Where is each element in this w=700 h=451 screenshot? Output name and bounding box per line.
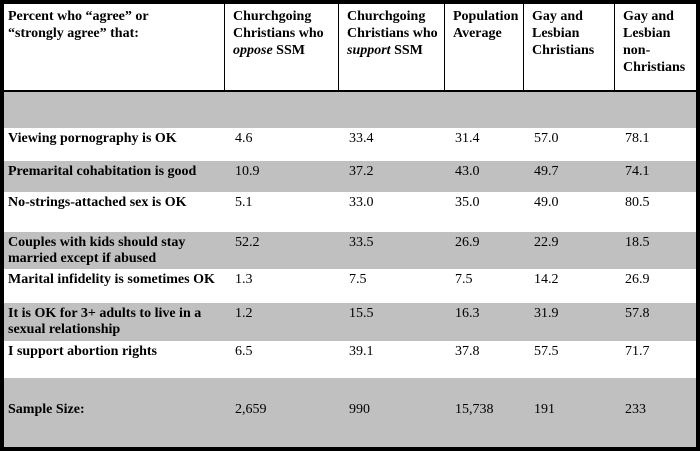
value-cell: 80.5: [625, 195, 650, 210]
table-row: Marital infidelity is sometimes OK 1.3 7…: [4, 269, 696, 303]
table-row: Couples with kids should stay married ex…: [4, 232, 696, 269]
sample-size-value: 2,659: [235, 402, 267, 417]
value-cell: 43.0: [455, 164, 480, 179]
table-row: No-strings-attached sex is OK 5.1 33.0 3…: [4, 192, 696, 232]
footer-spacer-band: [4, 368, 696, 378]
table-row: It is OK for 3+ adults to live in a sexu…: [4, 303, 696, 341]
value-cell: 74.1: [625, 164, 650, 179]
value-cell: 78.1: [625, 131, 650, 146]
value-cell: 33.4: [349, 131, 374, 146]
column-header-oppose-ssm: Churchgoing Christians who oppose SSM: [225, 4, 339, 90]
corner-header-text: Percent who “agree” or “strongly agree” …: [8, 9, 149, 41]
table-header-row: Percent who “agree” or “strongly agree” …: [4, 4, 696, 92]
value-cell: 33.0: [349, 195, 374, 210]
value-cell: 7.5: [455, 272, 473, 287]
row-label: Viewing pornography is OK: [8, 131, 177, 146]
row-label: No-strings-attached sex is OK: [8, 195, 187, 210]
row-label: Couples with kids should stay married ex…: [8, 235, 186, 266]
value-cell: 37.2: [349, 164, 374, 179]
row-label: It is OK for 3+ adults to live in a sexu…: [8, 306, 202, 337]
sample-size-value: 15,738: [455, 402, 494, 417]
value-cell: 49.0: [534, 195, 559, 210]
value-cell: 16.3: [455, 306, 480, 321]
value-cell: 7.5: [349, 272, 367, 287]
value-cell: 57.0: [534, 131, 559, 146]
column-header-support-ssm: Churchgoing Christians who support SSM: [339, 4, 445, 90]
value-cell: 4.6: [235, 131, 253, 146]
column-header-population-average: Population Average: [445, 4, 524, 90]
header-spacer-band: [4, 92, 696, 128]
value-cell: 10.9: [235, 164, 260, 179]
sample-size-label: Sample Size:: [8, 402, 85, 417]
value-cell: 5.1: [235, 195, 253, 210]
sample-size-value: 990: [349, 402, 370, 417]
sample-size-value: 191: [534, 402, 555, 417]
value-cell: 31.9: [534, 306, 559, 321]
sample-size-value: 233: [625, 402, 646, 417]
column-header-gay-lesbian-non-christians: Gay and Lesbian non-Christians: [623, 9, 686, 75]
value-cell: 35.0: [455, 195, 480, 210]
value-cell: 26.9: [625, 272, 650, 287]
value-cell: 52.2: [235, 235, 260, 250]
value-cell: 33.5: [349, 235, 374, 250]
value-cell: 26.9: [455, 235, 480, 250]
value-cell: 18.5: [625, 235, 650, 250]
value-cell: 15.5: [349, 306, 374, 321]
value-cell: 71.7: [625, 344, 650, 359]
table-row: I support abortion rights 6.5 39.1 37.8 …: [4, 341, 696, 368]
value-cell: 57.8: [625, 306, 650, 321]
table-row: Premarital cohabitation is good 10.9 37.…: [4, 161, 696, 192]
row-label: Premarital cohabitation is good: [8, 164, 197, 179]
value-cell: 1.2: [235, 306, 253, 321]
value-cell: 49.7: [534, 164, 559, 179]
table-row: Viewing pornography is OK 4.6 33.4 31.4 …: [4, 128, 696, 161]
corner-header-cell: Percent who “agree” or “strongly agree” …: [4, 4, 225, 90]
column-header-gay-lesbian-christians: Gay and Lesbian Christians: [524, 4, 615, 90]
value-cell: 14.2: [534, 272, 559, 287]
value-cell: 22.9: [534, 235, 559, 250]
sample-size-row: Sample Size: 2,659 990 15,738 191 233: [4, 378, 696, 447]
value-cell: 1.3: [235, 272, 253, 287]
row-label: I support abortion rights: [8, 344, 157, 359]
value-cell: 6.5: [235, 344, 253, 359]
value-cell: 57.5: [534, 344, 559, 359]
value-cell: 31.4: [455, 131, 480, 146]
value-cell: 39.1: [349, 344, 374, 359]
row-label: Marital infidelity is sometimes OK: [8, 272, 215, 287]
value-cell: 37.8: [455, 344, 480, 359]
